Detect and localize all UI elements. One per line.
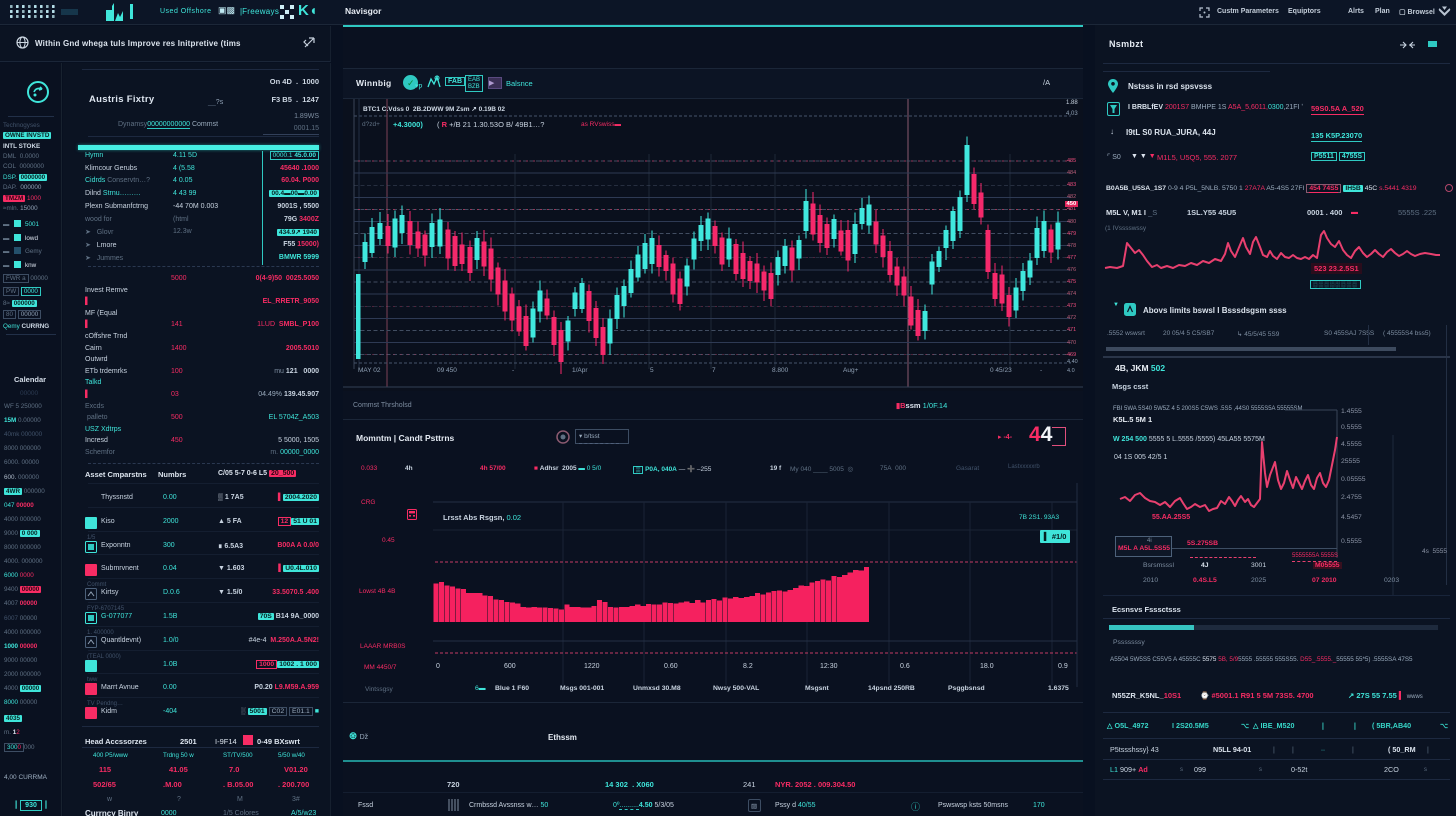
svg-text:✓: ✓ [407,78,415,88]
